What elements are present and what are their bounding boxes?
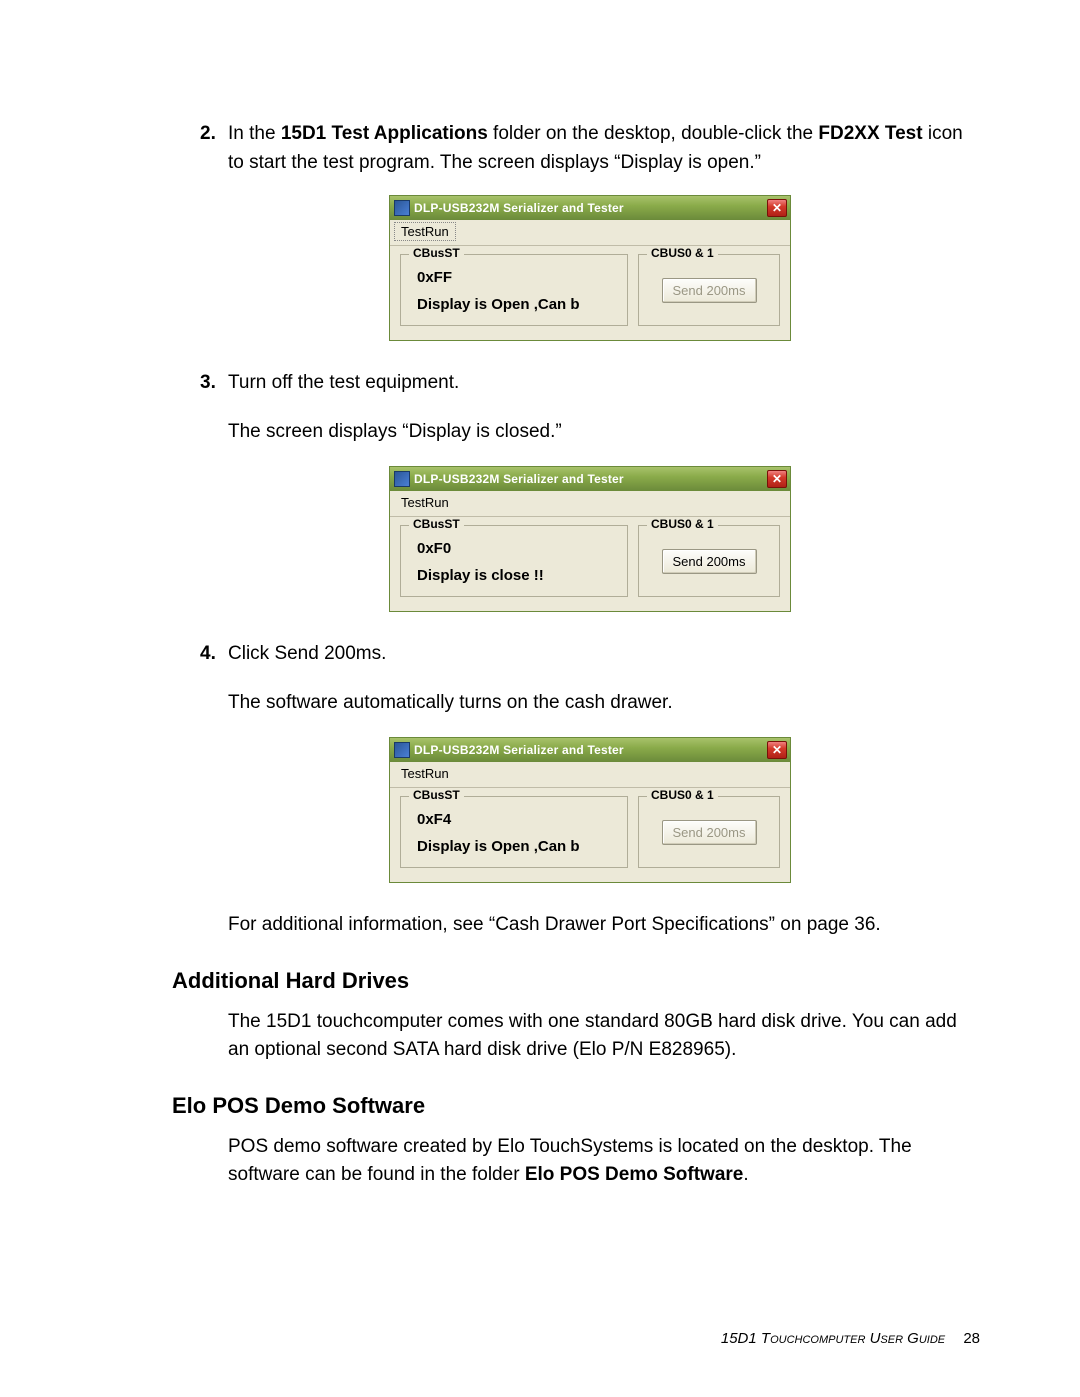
group-cbusst: CBusST 0xF4 Display is Open ,Can b [400, 796, 628, 868]
group-cbus01: CBUS0 & 1 Send 200ms [638, 525, 780, 597]
send-200ms-button[interactable]: Send 200ms [662, 820, 757, 845]
bold-text: FD2XX Test [818, 123, 922, 144]
app-icon [394, 471, 410, 487]
menubar: TestRun [390, 220, 790, 246]
group-cbusst: CBusST 0xFF Display is Open ,Can b [400, 254, 628, 326]
titlebar: DLP-USB232M Serializer and Tester ✕ [390, 196, 790, 220]
group-cbusst: CBusST 0xF0 Display is close !! [400, 525, 628, 597]
menu-testrun[interactable]: TestRun [394, 222, 456, 241]
dialog-screenshot-2: DLP-USB232M Serializer and Tester ✕ Test… [200, 466, 980, 612]
step-3: 3. Turn off the test equipment. The scre… [200, 369, 980, 446]
dialog-body: CBusST 0xFF Display is Open ,Can b CBUS0… [390, 246, 790, 340]
group-legend: CBUS0 & 1 [647, 246, 718, 260]
step-text: Turn off the test equipment. [228, 369, 980, 398]
text: . [743, 1164, 748, 1185]
step-4: 4. Click Send 200ms. The software automa… [200, 640, 980, 717]
dialog-screenshot-3: DLP-USB232M Serializer and Tester ✕ Test… [200, 737, 980, 883]
step-number: 3. [200, 369, 228, 398]
step-subtext: The screen displays “Display is closed.” [228, 418, 980, 447]
paragraph-pos: POS demo software created by Elo TouchSy… [228, 1133, 980, 1190]
window-title: DLP-USB232M Serializer and Tester [414, 743, 624, 757]
group-cbus01: CBUS0 & 1 Send 200ms [638, 796, 780, 868]
send-200ms-button[interactable]: Send 200ms [662, 278, 757, 303]
dialog-window: DLP-USB232M Serializer and Tester ✕ Test… [389, 466, 791, 612]
value-display: 0xF4 [417, 811, 617, 828]
status-display: Display is close !! [417, 567, 617, 584]
bold-text: 15D1 Test Applications [281, 123, 488, 144]
group-legend: CBUS0 & 1 [647, 788, 718, 802]
dialog-body: CBusST 0xF0 Display is close !! CBUS0 & … [390, 517, 790, 611]
dialog-screenshot-1: DLP-USB232M Serializer and Tester ✕ Test… [200, 195, 980, 341]
group-cbus01: CBUS0 & 1 Send 200ms [638, 254, 780, 326]
step-2: 2. In the 15D1 Test Applications folder … [200, 120, 980, 177]
step-text: Click Send 200ms. [228, 640, 980, 669]
group-legend: CBusST [409, 788, 464, 802]
page-number: 28 [963, 1330, 980, 1347]
close-icon[interactable]: ✕ [767, 199, 787, 217]
group-legend: CBusST [409, 246, 464, 260]
heading-additional-hard-drives: Additional Hard Drives [172, 968, 980, 994]
app-icon [394, 742, 410, 758]
send-200ms-button[interactable]: Send 200ms [662, 549, 757, 574]
menubar: TestRun [390, 762, 790, 788]
heading-elo-pos-demo: Elo POS Demo Software [172, 1093, 980, 1119]
menu-testrun[interactable]: TestRun [394, 493, 456, 512]
page: 2. In the 15D1 Test Applications folder … [0, 0, 1080, 1397]
window-title: DLP-USB232M Serializer and Tester [414, 472, 624, 486]
value-display: 0xF0 [417, 540, 617, 557]
window-title: DLP-USB232M Serializer and Tester [414, 201, 624, 215]
menu-testrun[interactable]: TestRun [394, 764, 456, 783]
step-text: In the 15D1 Test Applications folder on … [228, 120, 980, 177]
close-icon[interactable]: ✕ [767, 741, 787, 759]
footer-title: 15D1 Touchcomputer User Guide [721, 1330, 945, 1347]
value-display: 0xFF [417, 269, 617, 286]
menubar: TestRun [390, 491, 790, 517]
text: In the [228, 123, 281, 144]
close-icon[interactable]: ✕ [767, 470, 787, 488]
app-icon [394, 200, 410, 216]
paragraph-hdd: The 15D1 touchcomputer comes with one st… [228, 1008, 980, 1065]
paragraph-additional-info: For additional information, see “Cash Dr… [228, 911, 980, 940]
dialog-window: DLP-USB232M Serializer and Tester ✕ Test… [389, 737, 791, 883]
titlebar: DLP-USB232M Serializer and Tester ✕ [390, 738, 790, 762]
group-legend: CBusST [409, 517, 464, 531]
page-footer: 15D1 Touchcomputer User Guide 28 [721, 1330, 980, 1347]
dialog-body: CBusST 0xF4 Display is Open ,Can b CBUS0… [390, 788, 790, 882]
status-display: Display is Open ,Can b [417, 838, 617, 855]
step-number: 4. [200, 640, 228, 669]
dialog-window: DLP-USB232M Serializer and Tester ✕ Test… [389, 195, 791, 341]
step-number: 2. [200, 120, 228, 149]
status-display: Display is Open ,Can b [417, 296, 617, 313]
text: folder on the desktop, double-click the [488, 123, 819, 144]
group-legend: CBUS0 & 1 [647, 517, 718, 531]
bold-text: Elo POS Demo Software [525, 1164, 744, 1185]
titlebar: DLP-USB232M Serializer and Tester ✕ [390, 467, 790, 491]
step-subtext: The software automatically turns on the … [228, 689, 980, 718]
